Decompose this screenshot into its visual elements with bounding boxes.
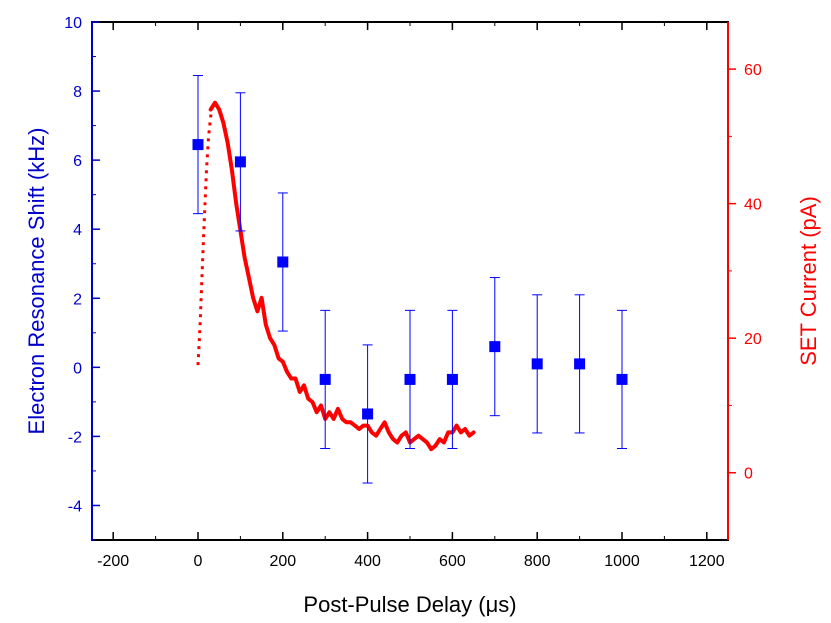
right-y-tick-label: 40: [744, 197, 762, 214]
x-tick-label: 200: [269, 553, 296, 570]
data-point-square: [362, 408, 374, 420]
data-point-square: [192, 139, 204, 151]
x-tick-label: 1200: [689, 553, 725, 570]
data-point-square: [616, 373, 628, 385]
right-y-axis-ticks: 0 20 40 60: [728, 62, 762, 483]
set-current-rise-line: [196, 102, 215, 366]
left-y-axis-ticks: -4 -2 0 2 4 6 8 10: [64, 15, 100, 541]
left-y-tick-label: 8: [73, 84, 82, 101]
right-y-axis-label: SET Current (pA): [796, 196, 821, 366]
left-y-tick-label: 2: [73, 291, 82, 308]
left-y-axis-label: Electron Resonance Shift (kHz): [24, 128, 49, 435]
set-current-line: [208, 100, 476, 452]
data-point-square: [277, 256, 289, 268]
x-tick-label: 1000: [604, 553, 640, 570]
right-y-tick-label: 20: [744, 331, 762, 348]
left-y-tick-label: 4: [73, 222, 82, 239]
data-point-square: [489, 341, 501, 353]
x-tick-label: 800: [524, 553, 551, 570]
x-axis-ticks: -200 0 200 400 600 800 1000 1200: [97, 22, 725, 570]
data-point-square: [319, 373, 331, 385]
data-point-square: [234, 156, 246, 168]
set-current-series: [196, 100, 476, 452]
data-point-square: [574, 358, 586, 370]
left-y-tick-label: -4: [68, 498, 82, 515]
data-point-square: [404, 373, 416, 385]
left-y-tick-label: 10: [64, 15, 82, 32]
x-axis-label: Post-Pulse Delay (μs): [303, 592, 516, 617]
plot-frame: [91, 21, 729, 541]
x-tick-label: 600: [439, 553, 466, 570]
resonance-shift-series: [192, 75, 628, 484]
left-y-tick-label: 0: [73, 360, 82, 377]
x-tick-label: 0: [194, 553, 203, 570]
left-y-tick-label: -2: [68, 429, 82, 446]
data-point-square: [531, 358, 543, 370]
right-y-tick-label: 0: [744, 466, 753, 483]
x-tick-label: 400: [354, 553, 381, 570]
x-tick-label: -200: [97, 553, 129, 570]
left-y-tick-label: 6: [73, 153, 82, 170]
data-point-square: [446, 373, 458, 385]
right-y-tick-label: 60: [744, 62, 762, 79]
